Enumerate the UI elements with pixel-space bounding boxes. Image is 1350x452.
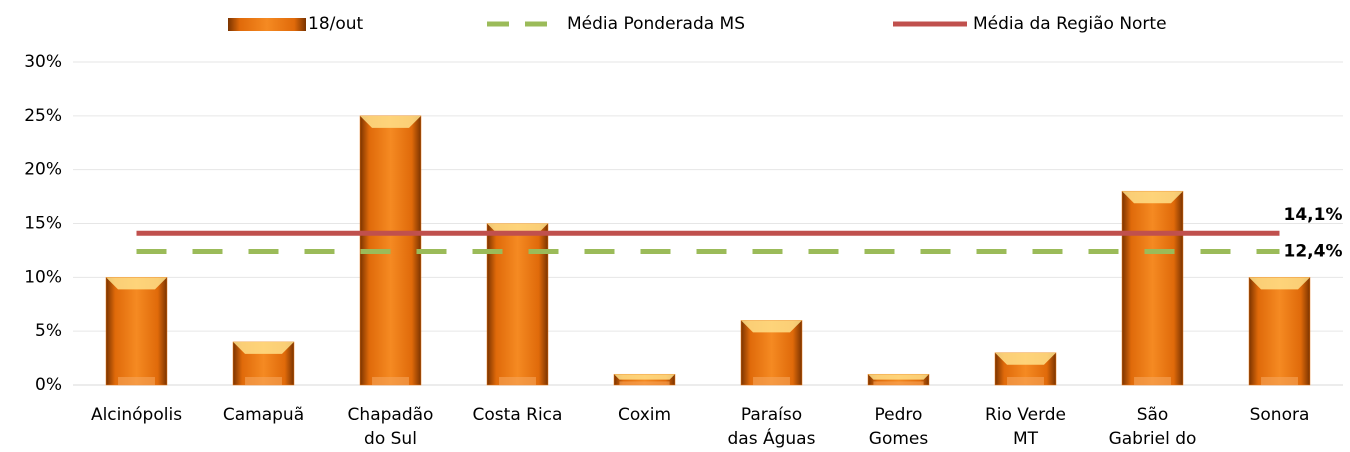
x-tick-label: Coxim [618,405,671,425]
bar-base [1007,377,1044,385]
bar-highlight [233,341,294,354]
x-tick-label: Camapuã [223,405,304,425]
x-tick-label: Alcinópolis [91,405,182,425]
bar-base [499,377,536,385]
y-tick-label: 25% [24,106,62,126]
bar-base [1261,377,1298,385]
y-tick-label: 20% [24,160,62,180]
y-tick-label: 10% [24,267,62,287]
y-tick-label: 15% [24,214,62,234]
bar-base [1134,377,1171,385]
bar [1248,277,1311,386]
x-tick-label: Rio Verde MT [985,405,1066,449]
y-tick-label: 0% [35,375,62,395]
bar-base [118,377,155,385]
bar-base [619,381,670,385]
x-tick-label: Costa Rica [473,405,563,425]
bar [1121,190,1184,386]
legend-label: Média Ponderada MS [567,14,745,34]
bar-highlight [1249,277,1310,290]
legend-label: Média da Região Norte [973,14,1167,34]
bar-highlight [614,374,675,380]
x-tick-label: Chapadão do Sul [348,405,434,449]
reference-label: 12,4% [1284,241,1343,261]
bar-base [753,377,790,385]
reference-label: 14,1% [1284,205,1343,225]
x-tick-label: Paraíso das Águas [728,405,816,449]
bar-highlight [360,115,421,128]
x-tick-label: Sonora [1250,405,1310,425]
y-tick-label: 5% [35,321,62,341]
bar-highlight [995,352,1056,365]
bar-base [873,381,924,385]
bar-highlight [1122,191,1183,204]
bar-base [372,377,409,385]
bar [486,223,549,386]
bar-highlight [868,374,929,380]
legend-swatch [228,18,306,31]
y-tick-label: 30% [24,52,62,72]
bar-highlight [106,277,167,290]
x-tick-label: Pedro Gomes [869,405,929,449]
bar-base [245,377,282,385]
legend-label: 18/out [308,14,364,34]
bar-highlight [741,320,802,333]
bar [105,277,168,386]
